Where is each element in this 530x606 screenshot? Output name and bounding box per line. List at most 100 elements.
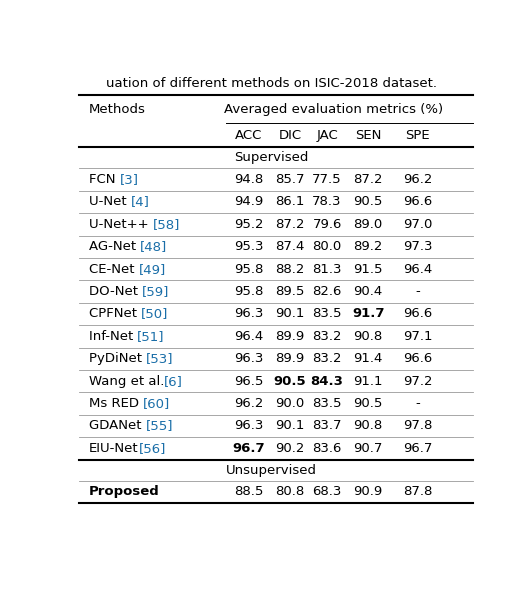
Text: -: - [415,285,420,298]
Text: ACC: ACC [235,128,263,142]
Text: 96.7: 96.7 [233,442,266,455]
Text: Inf-Net: Inf-Net [89,330,137,343]
Text: -: - [415,397,420,410]
Text: 96.4: 96.4 [234,330,263,343]
Text: 85.7: 85.7 [276,173,305,186]
Text: 89.9: 89.9 [276,352,305,365]
Text: 86.1: 86.1 [276,196,305,208]
Text: DIC: DIC [279,128,302,142]
Text: 80.8: 80.8 [276,485,305,498]
Text: 87.2: 87.2 [354,173,383,186]
Text: 91.7: 91.7 [352,307,384,321]
Text: [56]: [56] [138,442,166,455]
Text: 90.5: 90.5 [354,397,383,410]
Text: 90.8: 90.8 [354,419,383,433]
Text: 83.6: 83.6 [312,442,342,455]
Text: Supervised: Supervised [234,152,309,164]
Text: [3]: [3] [120,173,138,186]
Text: 90.1: 90.1 [276,419,305,433]
Text: 90.8: 90.8 [354,330,383,343]
Text: SPE: SPE [405,128,430,142]
Text: [58]: [58] [153,218,180,231]
Text: 83.2: 83.2 [312,352,342,365]
Text: 80.0: 80.0 [313,240,342,253]
Text: [49]: [49] [138,262,166,276]
Text: 96.4: 96.4 [403,262,432,276]
Text: U-Net++: U-Net++ [89,218,153,231]
Text: 96.6: 96.6 [403,196,432,208]
Text: [48]: [48] [140,240,167,253]
Text: uation of different methods on ISIC-2018 dataset.: uation of different methods on ISIC-2018… [106,78,437,90]
Text: 97.1: 97.1 [403,330,432,343]
Text: 87.2: 87.2 [276,218,305,231]
Text: PyDiNet: PyDiNet [89,352,146,365]
Text: 78.3: 78.3 [312,196,342,208]
Text: 68.3: 68.3 [312,485,342,498]
Text: 90.5: 90.5 [354,196,383,208]
Text: 97.2: 97.2 [403,375,432,388]
Text: 95.2: 95.2 [234,218,264,231]
Text: 82.6: 82.6 [312,285,342,298]
Text: 91.4: 91.4 [354,352,383,365]
Text: 88.5: 88.5 [234,485,264,498]
Text: [60]: [60] [143,397,170,410]
Text: 83.5: 83.5 [312,397,342,410]
Text: 81.3: 81.3 [312,262,342,276]
Text: SEN: SEN [355,128,382,142]
Text: 96.6: 96.6 [403,307,432,321]
Text: Methods: Methods [89,102,146,116]
Text: 84.3: 84.3 [311,375,343,388]
Text: 94.9: 94.9 [234,196,263,208]
Text: [6]: [6] [164,375,183,388]
Text: U-Net: U-Net [89,196,131,208]
Text: 83.2: 83.2 [312,330,342,343]
Text: [59]: [59] [142,285,170,298]
Text: 90.0: 90.0 [276,397,305,410]
Text: 79.6: 79.6 [312,218,342,231]
Text: 88.2: 88.2 [276,262,305,276]
Text: Ms RED: Ms RED [89,397,143,410]
Text: 89.2: 89.2 [354,240,383,253]
Text: JAC: JAC [316,128,338,142]
Text: 96.6: 96.6 [403,352,432,365]
Text: [51]: [51] [137,330,165,343]
Text: 77.5: 77.5 [312,173,342,186]
Text: 96.5: 96.5 [234,375,264,388]
Text: GDANet: GDANet [89,419,146,433]
Text: 95.8: 95.8 [234,285,264,298]
Text: 97.0: 97.0 [403,218,432,231]
Text: 90.4: 90.4 [354,285,383,298]
Text: 90.2: 90.2 [276,442,305,455]
Text: [4]: [4] [131,196,149,208]
Text: 83.5: 83.5 [312,307,342,321]
Text: 89.0: 89.0 [354,218,383,231]
Text: 96.3: 96.3 [234,419,264,433]
Text: [55]: [55] [146,419,173,433]
Text: 91.5: 91.5 [354,262,383,276]
Text: AG-Net: AG-Net [89,240,140,253]
Text: 96.7: 96.7 [403,442,432,455]
Text: 94.8: 94.8 [234,173,263,186]
Text: 97.3: 97.3 [403,240,432,253]
Text: DO-Net: DO-Net [89,285,142,298]
Text: Proposed: Proposed [89,485,160,498]
Text: 97.8: 97.8 [403,419,432,433]
Text: CPFNet: CPFNet [89,307,141,321]
Text: 90.9: 90.9 [354,485,383,498]
Text: Unsupervised: Unsupervised [226,464,317,476]
Text: 90.1: 90.1 [276,307,305,321]
Text: 89.9: 89.9 [276,330,305,343]
Text: 96.3: 96.3 [234,307,264,321]
Text: FCN: FCN [89,173,120,186]
Text: 91.1: 91.1 [354,375,383,388]
Text: EIU-Net: EIU-Net [89,442,138,455]
Text: 87.8: 87.8 [403,485,432,498]
Text: 90.7: 90.7 [354,442,383,455]
Text: 90.5: 90.5 [274,375,306,388]
Text: 89.5: 89.5 [276,285,305,298]
Text: Averaged evaluation metrics (%): Averaged evaluation metrics (%) [224,102,443,116]
Text: Wang et al.: Wang et al. [89,375,164,388]
Text: CE-Net: CE-Net [89,262,138,276]
Text: [50]: [50] [141,307,169,321]
Text: 95.8: 95.8 [234,262,264,276]
